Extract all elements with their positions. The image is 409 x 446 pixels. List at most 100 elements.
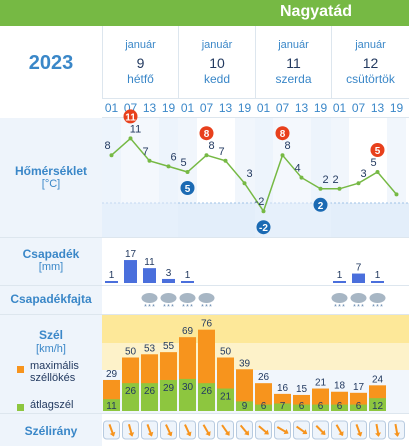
arrow-icon (355, 424, 363, 437)
gust-label: 29 (106, 369, 118, 380)
svg-text:*: * (357, 304, 360, 311)
divider (0, 237, 409, 238)
temperature-label: 7 (142, 146, 148, 158)
hour-label: 07 (351, 101, 366, 115)
day-number: 12 (362, 55, 379, 71)
arrow-icon (375, 423, 381, 437)
temperature-point (394, 192, 399, 197)
day-column[interactable]: január 9 hétfő (102, 26, 178, 98)
temperature-point (109, 153, 114, 158)
hour-label: 13 (142, 101, 157, 115)
temperature-label-cell: Hőmérséklet [°C] (0, 118, 102, 237)
temperature-label: 8 (284, 140, 290, 152)
svg-text:*: * (342, 304, 345, 311)
snow-rain-icon: * * * (141, 293, 158, 311)
svg-text:*: * (148, 304, 151, 311)
day-weekday: hétfő (127, 72, 154, 86)
avg-bar (236, 401, 253, 411)
day-column[interactable]: január 10 kedd (178, 26, 255, 98)
temperature-point (318, 186, 323, 191)
avg-label: 29 (163, 383, 175, 394)
hour-label: 07 (199, 101, 214, 115)
day-number: 9 (136, 55, 145, 71)
day-number: 10 (209, 55, 225, 71)
max-temp-value: 8 (204, 129, 210, 140)
avg-bar (350, 404, 367, 411)
day-shade (102, 118, 178, 237)
gust-bar (255, 383, 272, 411)
svg-text:*: * (209, 304, 212, 311)
gust-label: 18 (334, 381, 346, 392)
avg-bar (217, 388, 234, 411)
precip-label: 1 (185, 270, 191, 281)
arrow-icon (108, 424, 116, 437)
temperature-label: 4 (294, 163, 300, 175)
gust-label: 15 (296, 384, 308, 395)
hour-row: 01 07 13 19 01 07 13 19 01 07 13 19 01 0… (102, 98, 409, 118)
arrow-icon (258, 425, 269, 435)
day-column[interactable]: január 11 szerda (255, 26, 331, 98)
day-month: január (125, 39, 156, 51)
day-column[interactable]: január 12 csütörtök (331, 26, 409, 98)
gust-label: 69 (182, 326, 194, 337)
svg-text:*: * (205, 304, 208, 311)
temperature-point (261, 209, 266, 214)
temperature-label: 6 (170, 151, 176, 163)
temperature-line (111, 137, 398, 213)
svg-text:*: * (353, 304, 356, 311)
wind-label-cell: Szél [km/h] maximális széllökés átlagszé… (0, 315, 102, 413)
avg-label: 12 (372, 401, 384, 412)
svg-text:*: * (376, 304, 379, 311)
precip-label: 1 (337, 270, 343, 281)
min-temp-marker (180, 181, 195, 195)
avg-bar (274, 403, 291, 411)
avg-label: 26 (201, 386, 213, 397)
wind-dir-label-cell: Szélirány (0, 414, 102, 446)
temperature-point (223, 158, 228, 163)
avg-bar (141, 383, 158, 411)
max-temp-marker (370, 143, 385, 157)
avg-label: 30 (182, 382, 194, 393)
gust-label: 55 (163, 341, 175, 352)
avg-legend-text: átlagszél (30, 399, 74, 411)
svg-text:*: * (152, 304, 155, 311)
wind-dir-title: Szélirány (24, 424, 78, 438)
avg-bar (198, 383, 215, 411)
precip-type-title: Csapadékfajta (10, 292, 92, 306)
svg-text:*: * (171, 304, 174, 311)
max-temp-value: 5 (375, 146, 381, 157)
hour-label: 07 (275, 101, 290, 115)
snow-rain-icon: * * * (198, 293, 215, 311)
temperature-label: 11 (130, 123, 141, 135)
arrow-icon (394, 423, 400, 437)
temperature-label: 3 (360, 168, 366, 180)
temperature-label: 5 (370, 157, 376, 169)
gust-bar (236, 369, 253, 411)
svg-text:*: * (338, 304, 341, 311)
temperature-point (299, 175, 304, 180)
arrow-icon (221, 424, 230, 436)
avg-label: 6 (337, 401, 343, 412)
avg-label: 6 (299, 401, 305, 412)
svg-text:*: * (190, 304, 193, 311)
hour-label: 19 (161, 101, 176, 115)
max-temp-marker (275, 126, 290, 141)
min-temp-marker (256, 220, 271, 235)
avg-label: 9 (242, 401, 248, 412)
avg-bar (293, 404, 310, 411)
precip-bar (352, 273, 365, 283)
gust-label: 24 (372, 374, 384, 385)
temperature-point (204, 153, 209, 158)
svg-text:*: * (201, 304, 204, 311)
arrow-icon (202, 424, 211, 437)
avg-bar (331, 404, 348, 411)
precipitation-title: Csapadék (22, 247, 80, 261)
day-month: január (201, 39, 233, 51)
min-temp-value: 2 (318, 201, 324, 212)
day-weekday: csütörtök (346, 72, 395, 86)
precip-label: 3 (166, 268, 172, 279)
temperature-point (375, 170, 380, 174)
temperature-point (185, 170, 190, 174)
hour-label: 01 (256, 101, 271, 115)
